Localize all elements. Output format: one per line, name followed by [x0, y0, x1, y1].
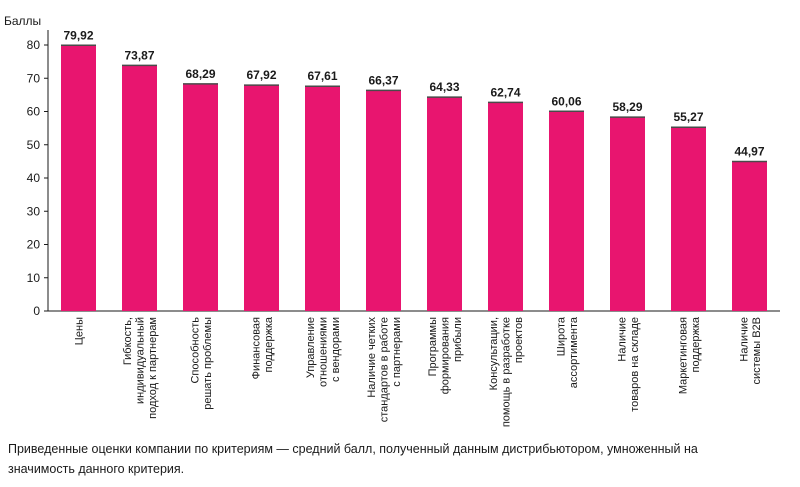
- value-label: 60,06: [551, 94, 581, 108]
- category-label-line: стандартов в работе: [379, 317, 391, 422]
- value-label: 44,97: [734, 144, 764, 158]
- category-label: Наличие системы B2B: [738, 317, 763, 385]
- value-labels: 79,92 73,87 68,29 67,92 67,61 66,37 64,33 62,74…: [63, 28, 764, 158]
- category-label-line: подход к партнерам: [147, 317, 159, 419]
- bar: [305, 86, 340, 311]
- category-label-line: с партнерами: [391, 317, 403, 387]
- category-label: Маркетинговая поддержка: [677, 316, 702, 394]
- category-label-line: прибыли: [452, 317, 464, 362]
- category-label: Программы формирования прибыли: [427, 317, 464, 394]
- category-label-line: с вендорами: [330, 317, 342, 382]
- value-label: 55,27: [673, 110, 703, 124]
- category-label: Наличие товаров на складе: [616, 317, 641, 412]
- category-label-line: Консультации,: [488, 317, 500, 390]
- value-label: 79,92: [63, 28, 93, 42]
- category-label-line: решать проблемы: [202, 317, 214, 410]
- category-label: Финансовая поддержка: [250, 316, 275, 379]
- bar: [549, 111, 584, 311]
- bar: [183, 83, 218, 311]
- axes: [47, 30, 780, 312]
- bar-chart: Баллы 0 10 20 30 40 50 60 70 80 79,92 73,87 68,29 6…: [4, 14, 780, 427]
- bar: [732, 161, 767, 311]
- y-tick-label: 60: [27, 105, 41, 119]
- category-label-line: Способность: [189, 317, 201, 384]
- category-label-line: индивидуальный: [135, 317, 147, 404]
- y-tick-label: 20: [27, 238, 41, 252]
- category-label: Широта ассортимента: [555, 316, 580, 388]
- category-label-line: Наличие четких: [366, 317, 378, 398]
- bar: [671, 127, 706, 311]
- category-label-line: формирования: [440, 317, 452, 394]
- bar: [122, 65, 157, 311]
- footnote: Приведенные оценки компании по критериям…: [8, 442, 698, 476]
- bars: [61, 44, 767, 312]
- category-label-line: Широта: [555, 316, 567, 356]
- category-label-line: отношениями: [318, 317, 330, 387]
- value-label: 64,33: [429, 80, 459, 94]
- y-tick-label: 30: [27, 204, 41, 218]
- category-label-line: Маркетинговая: [677, 317, 689, 394]
- value-label: 62,74: [490, 85, 520, 99]
- category-labels: Цены Гибкость, индивидуальный подход к парт…: [74, 316, 763, 427]
- value-label: 73,87: [124, 48, 154, 62]
- y-axis-label: Баллы: [4, 14, 41, 28]
- category-label: Способность решать проблемы: [189, 317, 214, 410]
- category-label-line: Финансовая: [250, 317, 262, 379]
- bar: [610, 117, 645, 311]
- y-tick-label: 0: [33, 304, 40, 318]
- category-label: Наличие четких стандартов в работе с партн…: [366, 317, 403, 423]
- category-label-line: ассортимента: [568, 316, 580, 388]
- bar: [244, 85, 279, 311]
- category-label: Консультации, помощь в разработке проектов: [488, 317, 525, 427]
- category-label-line: поддержка: [263, 316, 275, 372]
- category-label-line: Наличие: [738, 317, 750, 362]
- y-tick-label: 70: [27, 71, 41, 85]
- category-label-line: Программы: [427, 317, 439, 377]
- value-label: 58,29: [612, 100, 642, 114]
- category-label: Управление отношениями с вендорами: [305, 317, 342, 387]
- category-label: Цены: [74, 317, 86, 345]
- y-tick-label: 80: [27, 38, 41, 52]
- category-label-line: помощь в разработке: [501, 317, 513, 427]
- category-label: Гибкость, индивидуальный подход к партнера…: [122, 317, 159, 419]
- category-label-line: Управление: [305, 317, 317, 378]
- category-label-line: поддержка: [690, 316, 702, 372]
- bar: [61, 45, 96, 312]
- y-tick-label: 40: [27, 171, 41, 185]
- y-tick-label: 50: [27, 138, 41, 152]
- category-label-line: Цены: [74, 317, 86, 345]
- value-label: 67,92: [246, 68, 276, 82]
- value-label: 66,37: [368, 73, 398, 87]
- category-label-line: Гибкость,: [122, 317, 134, 365]
- category-label-line: Наличие: [616, 317, 628, 362]
- bar: [427, 97, 462, 311]
- category-label-line: системы B2B: [751, 317, 763, 385]
- value-label: 68,29: [185, 67, 215, 81]
- category-label-line: товаров на складе: [629, 317, 641, 412]
- y-ticks: 0 10 20 30 40 50 60 70 80: [27, 38, 48, 318]
- bar: [366, 90, 401, 311]
- bar: [488, 102, 523, 312]
- value-label: 67,61: [307, 69, 337, 83]
- y-tick-label: 10: [27, 271, 41, 285]
- category-label-line: проектов: [513, 317, 525, 363]
